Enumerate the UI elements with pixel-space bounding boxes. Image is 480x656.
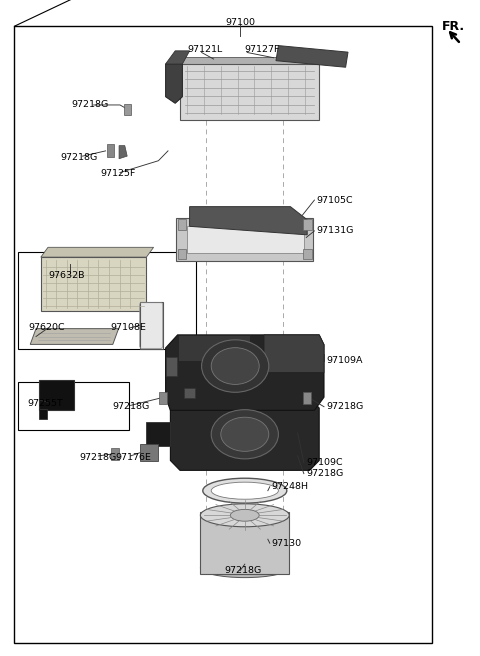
Text: 97100: 97100	[225, 18, 255, 27]
Text: 97108E: 97108E	[110, 323, 146, 333]
Polygon shape	[178, 335, 250, 361]
Polygon shape	[177, 218, 313, 260]
Polygon shape	[41, 247, 154, 257]
Text: 97632B: 97632B	[48, 271, 84, 280]
Polygon shape	[264, 335, 324, 373]
Text: 97218G: 97218G	[60, 153, 97, 162]
Polygon shape	[39, 409, 47, 419]
Text: 97218G: 97218G	[71, 100, 108, 110]
Text: 97109A: 97109A	[326, 356, 363, 365]
Polygon shape	[166, 51, 190, 64]
Ellipse shape	[221, 417, 269, 451]
Polygon shape	[166, 335, 324, 411]
Ellipse shape	[203, 478, 287, 503]
Bar	[166, 357, 177, 375]
Bar	[303, 219, 312, 230]
Ellipse shape	[201, 504, 289, 527]
Text: 97130: 97130	[271, 539, 301, 548]
Bar	[140, 445, 158, 461]
Text: 97131G: 97131G	[317, 226, 354, 236]
Polygon shape	[166, 64, 182, 103]
Bar	[18, 382, 129, 430]
Ellipse shape	[201, 558, 289, 578]
Polygon shape	[119, 146, 127, 159]
Polygon shape	[146, 422, 170, 446]
Polygon shape	[276, 45, 348, 68]
Bar	[178, 219, 187, 230]
Text: 97255T: 97255T	[28, 399, 63, 408]
Text: 97218G: 97218G	[326, 402, 364, 411]
Polygon shape	[41, 257, 146, 311]
Bar	[18, 252, 196, 349]
Text: FR.: FR.	[442, 20, 465, 33]
Ellipse shape	[230, 509, 259, 521]
Polygon shape	[187, 226, 303, 253]
Polygon shape	[180, 64, 319, 119]
Bar	[39, 380, 74, 409]
Bar	[303, 392, 311, 404]
Text: 97176E: 97176E	[115, 453, 151, 462]
Bar	[303, 249, 312, 259]
Text: 97218G: 97218G	[306, 469, 344, 478]
Polygon shape	[180, 57, 319, 64]
Bar	[124, 104, 131, 115]
Text: 97620C: 97620C	[29, 323, 65, 333]
Bar	[178, 249, 187, 259]
Polygon shape	[190, 207, 307, 235]
Text: 97125F: 97125F	[101, 169, 136, 178]
Ellipse shape	[202, 340, 269, 392]
Text: 97121L: 97121L	[187, 45, 222, 54]
Text: 97109C: 97109C	[306, 458, 343, 467]
Text: 97248H: 97248H	[271, 482, 308, 491]
Bar	[184, 388, 195, 398]
Ellipse shape	[211, 348, 259, 384]
Polygon shape	[170, 398, 319, 470]
Bar	[159, 392, 167, 404]
Bar	[140, 302, 163, 349]
Ellipse shape	[211, 482, 278, 499]
Bar	[200, 512, 289, 575]
Bar	[14, 26, 432, 643]
Text: 97218G: 97218G	[113, 402, 150, 411]
Text: 97218G: 97218G	[225, 566, 262, 575]
Text: 97127F: 97127F	[245, 45, 280, 54]
Bar	[107, 144, 114, 157]
Bar	[111, 448, 119, 460]
Text: 97218G: 97218G	[79, 453, 117, 462]
Polygon shape	[30, 329, 119, 344]
Ellipse shape	[211, 409, 278, 459]
Text: 97105C: 97105C	[317, 195, 353, 205]
